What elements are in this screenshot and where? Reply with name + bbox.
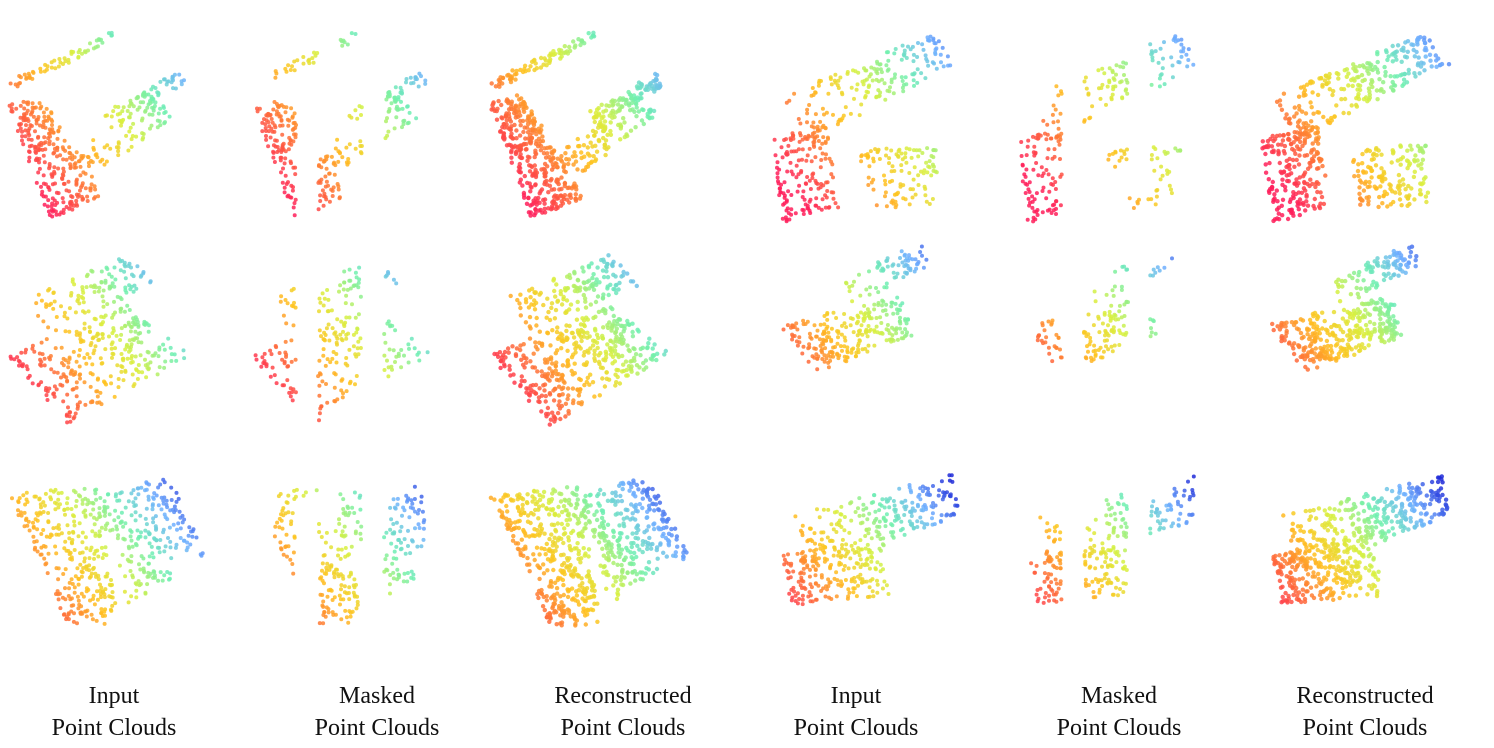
caption-line2: Point Clouds xyxy=(1302,715,1428,741)
point-cloud-input-r2-c4 xyxy=(781,244,929,372)
point-cloud-reconstructed-r2-c3 xyxy=(492,253,668,427)
caption-line2: Point Clouds xyxy=(314,715,440,741)
caption-line2: Point Clouds xyxy=(793,715,919,741)
caption-input-right: Input Point Clouds xyxy=(756,680,956,744)
caption-line2: Point Clouds xyxy=(560,715,686,741)
caption-line2: Point Clouds xyxy=(51,715,177,741)
caption-line1: Reconstructed xyxy=(554,683,692,709)
column-captions: Input Point Clouds Masked Point Clouds R… xyxy=(0,680,1494,748)
caption-masked-right: Masked Point Clouds xyxy=(1019,680,1219,744)
caption-line1: Input xyxy=(830,683,882,709)
caption-line2: Point Clouds xyxy=(1056,715,1182,741)
point-cloud-figure xyxy=(7,30,1452,628)
caption-line1: Masked xyxy=(1081,683,1157,709)
point-cloud-masked-r2-c5 xyxy=(1035,256,1174,364)
point-cloud-reconstructed-r2-c6 xyxy=(1270,244,1419,372)
caption-reconstructed-right: Reconstructed Point Clouds xyxy=(1265,680,1465,744)
caption-input-left: Input Point Clouds xyxy=(14,680,214,744)
point-cloud-masked-r1-c2 xyxy=(255,31,428,218)
point-cloud-input-r3-c1 xyxy=(10,477,205,626)
point-cloud-reconstructed-r1-c3 xyxy=(489,30,663,218)
point-cloud-masked-r1-c5 xyxy=(1019,34,1196,224)
caption-masked-left: Masked Point Clouds xyxy=(277,680,477,744)
point-cloud-masked-r2-c2 xyxy=(253,265,430,423)
point-cloud-input-r2-c1 xyxy=(8,257,187,425)
caption-line1: Input xyxy=(88,683,140,709)
caption-line1: Reconstructed xyxy=(1296,683,1434,709)
caption-reconstructed-left: Reconstructed Point Clouds xyxy=(523,680,723,744)
point-cloud-masked-r3-c5 xyxy=(1029,474,1196,605)
point-cloud-reconstructed-r3-c3 xyxy=(488,478,689,628)
point-cloud-input-r3-c4 xyxy=(781,473,960,607)
point-cloud-input-r1-c1 xyxy=(7,30,186,219)
caption-line1: Masked xyxy=(339,683,415,709)
point-cloud-input-r1-c4 xyxy=(772,34,953,224)
point-cloud-reconstructed-r3-c6 xyxy=(1271,474,1450,605)
point-cloud-reconstructed-r1-c6 xyxy=(1260,35,1452,224)
point-cloud-masked-r3-c2 xyxy=(272,484,427,626)
